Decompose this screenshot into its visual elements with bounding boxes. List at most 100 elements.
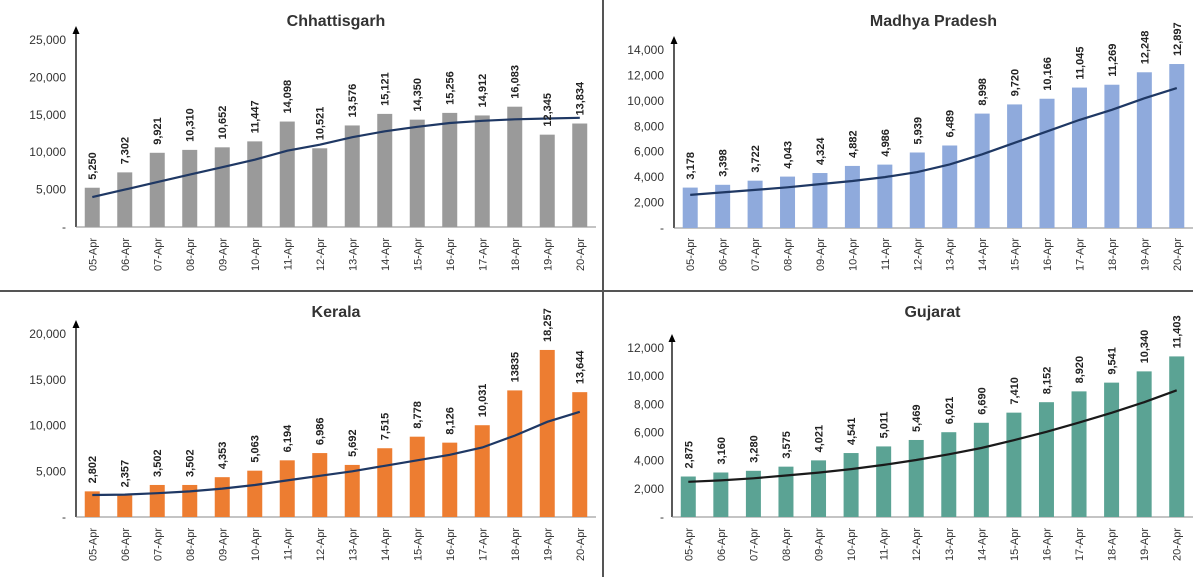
bar — [1071, 87, 1087, 229]
data-label: 3,575 — [781, 431, 793, 459]
chart-panel-kerala: Kerala - 5,000 10,000 15,000 20,000 2,802 2,357… — [0, 292, 602, 577]
x-tick-label: 19-Apr — [1139, 528, 1151, 561]
data-label: 3,722 — [750, 145, 762, 173]
y-tick-label: 5,000 — [36, 464, 66, 478]
y-tick-label: 10,000 — [627, 94, 664, 108]
chart-title: Madhya Pradesh — [870, 13, 997, 30]
bar — [1169, 64, 1185, 228]
data-label: 10,521 — [315, 107, 327, 141]
y-tick-label: 6,000 — [634, 145, 664, 159]
x-tick-label: 15-Apr — [1010, 238, 1022, 271]
x-tick-label: 08-Apr — [185, 528, 197, 561]
x-tick-label: 13-Apr — [944, 528, 956, 561]
data-label: 11,269 — [1107, 44, 1119, 77]
y-axis-arrow — [72, 26, 80, 34]
data-label: 18,257 — [542, 308, 554, 342]
bar — [117, 172, 133, 227]
x-tick-label: 12-Apr — [912, 238, 924, 271]
x-tick-label: 08-Apr — [781, 528, 793, 561]
y-tick-label: 4,000 — [634, 454, 664, 468]
data-label: 3,178 — [685, 152, 697, 180]
bar — [1136, 72, 1152, 229]
data-label: 7,410 — [1009, 377, 1021, 405]
x-tick-label: 14-Apr — [380, 238, 392, 271]
chart-svg: Chhattisgarh - 5,000 10,000 15,000 20,000 25,0… — [29, 13, 596, 271]
bar — [279, 121, 295, 227]
x-tick-label: 14-Apr — [976, 528, 988, 561]
x-tick-label: 08-Apr — [185, 238, 197, 271]
y-tick-label: - — [660, 510, 664, 524]
bar — [811, 460, 827, 517]
data-label: 16,083 — [510, 65, 522, 99]
y-tick-label: - — [62, 220, 66, 234]
y-axis-arrow — [670, 36, 678, 44]
x-tick-label: 11-Apr — [282, 528, 294, 561]
y-tick-label: 12,000 — [627, 341, 664, 355]
y-tick-label: - — [62, 510, 66, 524]
x-tick-label: 16-Apr — [1042, 238, 1054, 271]
x-tick-label: 11-Apr — [880, 238, 892, 271]
horizontal-divider — [0, 290, 1193, 292]
x-tick-label: 06-Apr — [120, 528, 132, 561]
data-label: 15,121 — [380, 72, 392, 106]
y-tick-label: 6,000 — [634, 426, 664, 440]
chart-title: Chhattisgarh — [287, 13, 386, 30]
bar — [877, 164, 893, 228]
x-tick-label: 18-Apr — [510, 238, 522, 271]
bar — [312, 148, 328, 227]
y-tick-label: 8,000 — [634, 119, 664, 133]
y-tick-label: - — [660, 221, 664, 235]
data-label: 9,720 — [1010, 69, 1022, 97]
data-label: 10,340 — [1139, 330, 1151, 364]
x-tick-label: 13-Apr — [347, 528, 359, 561]
data-label: 10,031 — [477, 384, 489, 418]
chart-panel-gujarat: Gujarat - 2,000 4,000 6,000 8,000 10,000 12,000… — [604, 292, 1193, 577]
y-tick-label: 10,000 — [29, 145, 66, 159]
bar — [1169, 356, 1185, 517]
data-label: 7,302 — [120, 137, 132, 165]
x-tick-label: 18-Apr — [510, 528, 522, 561]
x-tick-label: 18-Apr — [1107, 238, 1119, 271]
x-tick-label: 18-Apr — [1107, 528, 1119, 561]
data-label: 3,502 — [185, 449, 197, 477]
data-label: 4,541 — [846, 418, 858, 446]
bar — [682, 187, 698, 228]
bar — [539, 349, 555, 517]
data-label: 4,986 — [880, 129, 892, 157]
bar — [1071, 391, 1087, 517]
data-label: 15,256 — [445, 71, 457, 105]
bar — [974, 113, 990, 228]
data-label: 11,045 — [1074, 47, 1086, 80]
data-label: 14,350 — [412, 78, 424, 112]
data-label: 7,515 — [380, 413, 392, 441]
trend-line — [92, 116, 580, 199]
data-label: 12,897 — [1172, 22, 1184, 56]
bar — [539, 134, 555, 227]
data-label: 4,043 — [783, 141, 795, 169]
y-tick-label: 15,000 — [29, 108, 66, 122]
data-label: 6,021 — [944, 397, 956, 425]
data-label: 2,875 — [683, 441, 695, 469]
x-tick-label: 19-Apr — [542, 528, 554, 561]
bar — [876, 446, 892, 517]
bar — [279, 460, 295, 517]
data-label: 6,194 — [282, 424, 294, 452]
data-label: 2,802 — [87, 456, 99, 484]
y-tick-label: 5,000 — [36, 183, 66, 197]
data-label: 14,098 — [282, 80, 294, 114]
x-tick-label: 20-Apr — [575, 238, 587, 271]
x-tick-label: 15-Apr — [412, 238, 424, 271]
x-tick-label: 06-Apr — [718, 238, 730, 271]
bar — [409, 436, 425, 517]
x-tick-label: 12-Apr — [315, 528, 327, 561]
y-axis-arrow — [668, 334, 676, 342]
x-tick-label: 14-Apr — [380, 528, 392, 561]
x-tick-label: 15-Apr — [1009, 528, 1021, 561]
x-tick-label: 19-Apr — [1139, 238, 1151, 271]
y-tick-label: 2,000 — [634, 482, 664, 496]
data-label: 13835 — [510, 352, 522, 383]
bar — [713, 472, 729, 517]
x-tick-label: 16-Apr — [1041, 528, 1053, 561]
x-tick-label: 12-Apr — [911, 528, 923, 561]
bar — [1104, 382, 1120, 517]
